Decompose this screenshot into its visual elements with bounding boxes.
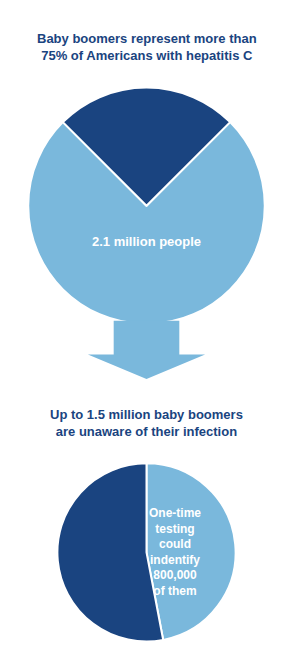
svg-text:Up to 1.5 million baby boomers: Up to 1.5 million baby boomersare unawar… bbox=[50, 407, 243, 439]
svg-text:2.1 million people: 2.1 million people bbox=[92, 234, 201, 249]
svg-text:Baby boomers represent more th: Baby boomers represent more than75% of A… bbox=[37, 31, 257, 63]
svg-text:One-timetestingcouldindentify8: One-timetestingcouldindentify800,000of t… bbox=[149, 506, 201, 598]
